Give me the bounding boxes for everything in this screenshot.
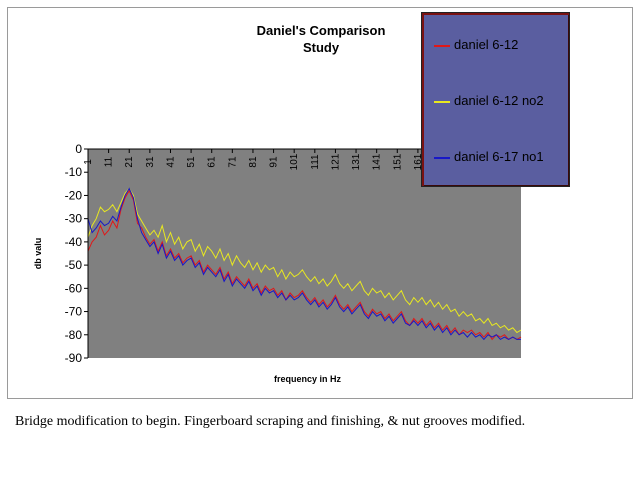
y-axis-title: db valu	[33, 238, 43, 270]
legend-item-1: daniel 6-12 no2	[434, 93, 544, 108]
y-tick-label-7: -70	[65, 305, 83, 319]
legend-swatch-1	[434, 100, 450, 103]
x-tick-label-10: 101	[289, 153, 300, 170]
legend: daniel 6-12 daniel 6-12 no2 daniel 6-17 …	[421, 12, 570, 187]
y-tick-label-3: -30	[65, 212, 83, 226]
y-tick-label-8: -80	[65, 328, 83, 342]
legend-label-0: daniel 6-12	[454, 37, 519, 52]
y-tick-label-4: -40	[65, 235, 83, 249]
caption: Bridge modification to begin. Fingerboar…	[15, 414, 526, 429]
y-tick-label-2: -20	[65, 188, 83, 202]
x-tick-label-0: 1	[83, 159, 94, 165]
series-line-2	[87, 187, 521, 341]
y-tick-label-1: -10	[65, 165, 83, 179]
series-line-0	[87, 189, 522, 341]
chart-title-line-1: Daniel's Comparison	[256, 23, 386, 38]
x-tick-label-8: 81	[248, 156, 259, 168]
y-tick-label-5: -50	[65, 258, 83, 272]
legend-swatch-2	[434, 156, 450, 159]
x-tick-label-1: 11	[104, 156, 115, 167]
x-tick-label-7: 71	[227, 156, 238, 168]
legend-label-2: daniel 6-17 no1	[454, 149, 544, 164]
legend-label-1: daniel 6-12 no2	[454, 93, 544, 108]
x-tick-label-5: 51	[186, 156, 197, 168]
x-axis-title: frequency in Hz	[274, 374, 342, 384]
x-tick-label-4: 41	[165, 156, 176, 168]
x-tick-label-6: 61	[207, 156, 218, 168]
chart-title-line-2: Study	[302, 40, 340, 55]
legend-item-2: daniel 6-17 no1	[434, 149, 544, 164]
x-tick-label-15: 151	[392, 153, 403, 170]
y-tick-label-0: 0	[75, 142, 82, 156]
y-tick-label-9: -90	[65, 351, 83, 365]
x-tick-label-12: 121	[330, 153, 341, 170]
x-tick-label-13: 131	[351, 153, 362, 170]
series-line-1	[87, 187, 522, 334]
x-tick-label-16: 161	[413, 153, 424, 170]
x-tick-label-14: 141	[372, 153, 383, 170]
x-tick-label-3: 31	[145, 156, 156, 168]
x-tick-label-9: 91	[269, 156, 280, 168]
chart-title: Daniel's Comparison Study	[226, 22, 416, 56]
legend-item-0: daniel 6-12	[434, 37, 518, 52]
x-tick-label-2: 21	[124, 156, 135, 168]
y-tick-label-6: -60	[65, 281, 83, 295]
x-tick-label-11: 111	[310, 154, 321, 170]
legend-swatch-0	[434, 44, 450, 47]
series-layer	[87, 187, 522, 341]
